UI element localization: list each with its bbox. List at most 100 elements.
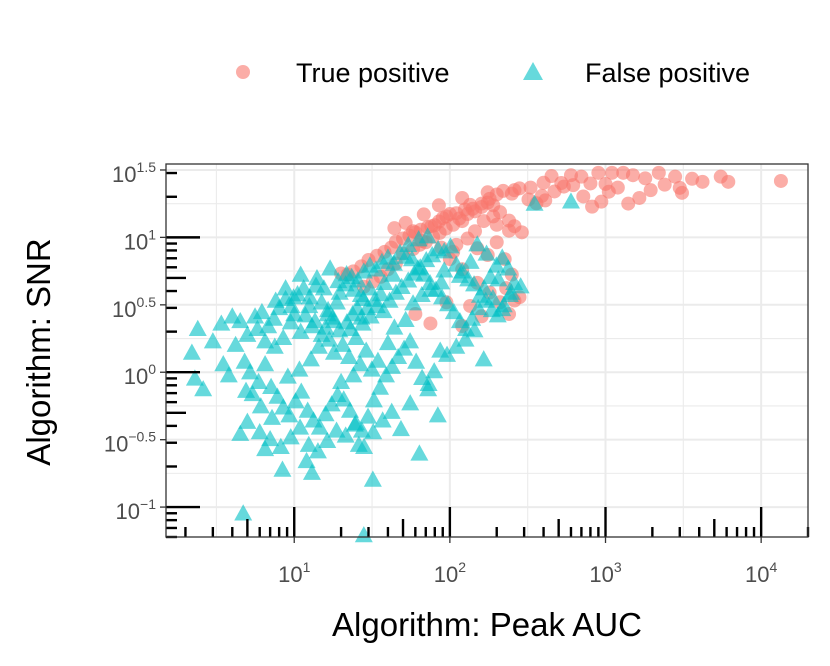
false-positive-point [238, 325, 257, 342]
false-positive-point [250, 423, 269, 440]
false-positive-point [389, 347, 408, 365]
false-positive-point [214, 355, 233, 372]
false-positive-point [337, 265, 356, 282]
false-positive-point [276, 279, 295, 296]
legend-true-positive-marker [236, 65, 250, 79]
x-tick-label: 104 [745, 559, 777, 587]
true-positive-point [638, 171, 653, 186]
false-positive-point [320, 330, 339, 347]
false-positive-point [231, 424, 250, 441]
false-positive-point [477, 244, 496, 261]
false-positive-point [333, 335, 352, 352]
true-positive-point [594, 194, 609, 209]
true-positive-point [455, 214, 470, 229]
false-positive-point [432, 273, 451, 290]
false-positive-point [375, 273, 394, 291]
false-positive-point [336, 426, 355, 443]
false-positive-point [407, 352, 426, 369]
true-positive-point [523, 180, 538, 195]
false-positive-point [488, 306, 507, 323]
false-positive-point [364, 391, 383, 408]
true-positive-point [408, 307, 423, 322]
false-positive-point [238, 412, 257, 429]
y-tick-label: 10−1 [116, 496, 157, 524]
false-positive-point [378, 333, 397, 351]
y-tick-label: 101.5 [112, 159, 156, 187]
false-positive-point [273, 460, 292, 477]
true-positive-point [514, 225, 529, 240]
y-axis-ticks: 10−1 10−0.5 100 100.5 101 101.5 [104, 159, 166, 524]
true-positive-point [486, 209, 501, 224]
false-positive-point [290, 360, 309, 377]
false-positive-point [299, 435, 318, 452]
false-positive-point [383, 357, 402, 374]
true-positive-point [463, 197, 478, 212]
false-positive-point [256, 439, 275, 457]
false-positive-point [461, 252, 480, 269]
false-positive-point [286, 392, 305, 409]
false-positive-point [301, 350, 320, 367]
false-positive-point [249, 372, 268, 389]
false-positive-point [401, 332, 420, 349]
false-positive-point [412, 285, 431, 303]
false-positive-point [456, 330, 475, 347]
false-positive-point [511, 277, 530, 294]
true-positive-point [610, 180, 625, 195]
false-positive-point [363, 470, 382, 487]
y-tick-label: 10−0.5 [104, 429, 156, 457]
false-positive-point [263, 408, 282, 425]
false-positive-point [465, 275, 484, 292]
false-positive-point [291, 265, 310, 282]
true-positive-point [467, 224, 482, 239]
false-positive-point [212, 314, 231, 331]
false-positive-point [318, 431, 337, 449]
legend-false-positive-marker [523, 62, 543, 80]
false-positive-point [327, 293, 346, 310]
y-axis-title: Algorithm: SNR [20, 238, 57, 465]
false-positive-point [371, 378, 390, 395]
false-positive-point [251, 397, 270, 414]
false-positive-point [476, 291, 495, 308]
true-positive-point [643, 183, 658, 198]
false-positive-point [323, 308, 342, 325]
false-positive-point [410, 444, 429, 461]
true-positive-point [616, 165, 631, 180]
false-positive-point [347, 328, 366, 346]
true-positive-point [591, 165, 606, 180]
false-positive-point [391, 419, 410, 437]
false-positive-point [340, 401, 359, 418]
false-positive-point [409, 230, 428, 247]
true-positive-point [685, 171, 700, 186]
true-positive-point [657, 177, 672, 192]
false-positive-point [364, 423, 383, 440]
false-positive-point [284, 288, 303, 305]
y-tick-label: 100 [124, 361, 156, 389]
false-positive-point [310, 418, 329, 435]
true-positive-point [632, 190, 647, 205]
false-positive-point [185, 369, 204, 386]
false-positive-point [292, 382, 311, 399]
false-positive-point [268, 387, 287, 404]
false-positive-point [425, 362, 444, 379]
false-positive-point [194, 380, 213, 397]
false-positive-point [340, 347, 359, 365]
false-positive-point [396, 310, 415, 327]
false-positive-point [351, 355, 370, 372]
false-positive-point [382, 402, 401, 419]
false-positive-point [441, 237, 460, 254]
false-positive-point [359, 407, 378, 424]
false-positive-point [494, 296, 513, 313]
false-positive-point [264, 309, 283, 326]
false-positive-point [321, 259, 340, 276]
false-positive-point [188, 319, 207, 336]
false-positive-point [330, 283, 349, 300]
false-positive-point [360, 279, 379, 296]
false-positive-point [285, 305, 304, 322]
false-positive-point [337, 313, 356, 330]
true-positive-point [534, 188, 549, 203]
false-positive-point [219, 366, 238, 383]
false-positive-point [307, 268, 326, 286]
true-positive-point [621, 196, 636, 211]
false-positive-point [428, 406, 447, 423]
